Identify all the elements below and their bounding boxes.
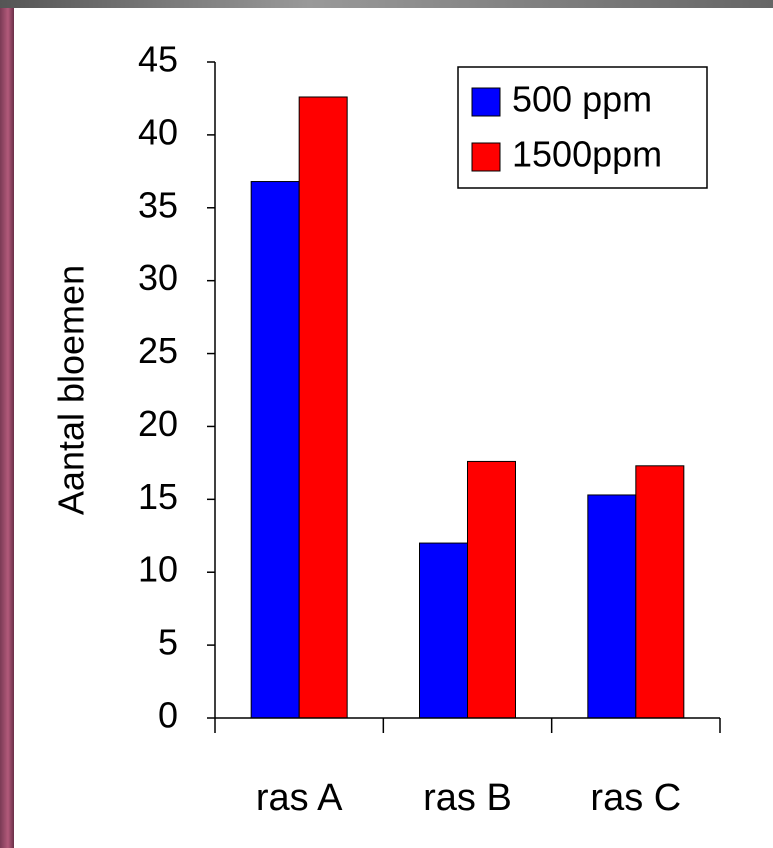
y-tick-label: 5 (158, 622, 178, 663)
bar (587, 494, 637, 719)
y-axis-title: Aantal bloemen (51, 265, 92, 515)
legend-swatch (471, 87, 501, 117)
y-tick-label: 30 (138, 257, 178, 298)
bar (467, 460, 516, 719)
legend-label: 500 ppm (512, 79, 652, 120)
x-tick-label: ras A (256, 777, 343, 819)
bar (298, 96, 348, 719)
bar (250, 181, 300, 719)
y-tick-label: 25 (138, 330, 178, 371)
x-tick-label: ras B (423, 777, 512, 819)
x-tick-label: ras C (590, 777, 681, 819)
y-tick-label: 40 (138, 111, 178, 152)
background-top (0, 0, 773, 8)
bar (419, 542, 468, 719)
y-tick-label: 45 (138, 39, 178, 80)
y-tick-label: 10 (138, 549, 178, 590)
y-tick-label: 35 (138, 184, 178, 225)
y-tick-label: 0 (158, 695, 178, 736)
y-tick-label: 20 (138, 403, 178, 444)
legend-swatch (471, 142, 501, 172)
y-tick-label: 15 (138, 476, 178, 517)
legend-label: 1500ppm (512, 134, 662, 175)
bar (635, 465, 685, 719)
